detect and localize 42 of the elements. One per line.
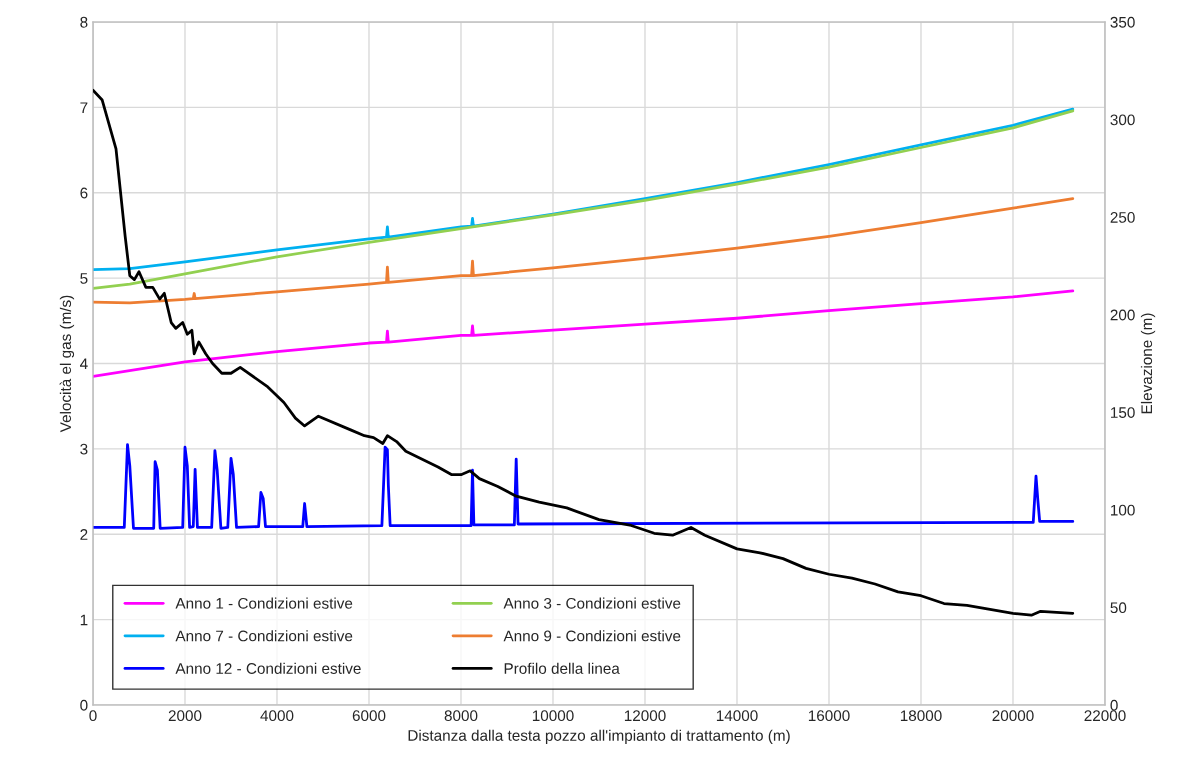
y-tick-label: 6 — [80, 187, 88, 199]
legend-label: Anno 7 - Condizioni estive — [175, 630, 353, 642]
line-series — [93, 197, 1075, 305]
x-tick-label: 18000 — [900, 710, 942, 722]
y-tick-label: 5 — [80, 273, 88, 284]
x-tick-label: 14000 — [716, 710, 758, 722]
x-tick-label: 20000 — [992, 710, 1034, 722]
x-tick-label: 16000 — [808, 710, 850, 722]
y2-tick-label: 350 — [1110, 16, 1135, 28]
x-tick-label: 2000 — [168, 710, 202, 722]
y2-tick-label: 200 — [1110, 309, 1135, 321]
y2-axis-title: Elevazione (m) — [1140, 313, 1156, 414]
y-axis-title: Velocità el gas (m/s) — [59, 295, 75, 433]
y2-tick-label: 300 — [1110, 114, 1135, 126]
legend-label: Anno 9 - Condizioni estive — [503, 630, 681, 642]
y2-tick-label: 100 — [1111, 504, 1135, 516]
y-tick-label: 3 — [80, 443, 88, 455]
y-tick-label: 4 — [79, 358, 88, 370]
legend-label: Anno 3 - Condizioni estive — [503, 597, 681, 609]
legend-label: Profilo della linea — [504, 662, 620, 674]
x-tick-label: 4000 — [260, 710, 294, 722]
y-tick-label: 7 — [80, 102, 88, 113]
x-tick-label: 22000 — [1084, 710, 1126, 722]
x-tick-label: 12000 — [624, 710, 666, 722]
line-series — [93, 88, 1075, 617]
y-tick-label: 2 — [80, 529, 88, 540]
x-tick-label: 10000 — [532, 710, 574, 722]
y2-tick-label: 150 — [1111, 407, 1135, 418]
legend-label: Anno 12 - Condizioni estive — [175, 662, 361, 674]
line-series — [93, 443, 1075, 530]
x-tick-label: 6000 — [352, 710, 386, 722]
y2-tick-label: 250 — [1110, 212, 1135, 223]
y-tick-label: 0 — [80, 699, 88, 711]
y2-tick-label: 50 — [1110, 602, 1127, 614]
x-axis-title: Distanza dalla testa pozzo all'impianto di trattamento (m) — [408, 729, 790, 744]
y-tick-label: 1 — [80, 614, 88, 626]
x-tick-label: 0 — [89, 710, 97, 722]
y-tick-label: 8 — [80, 16, 88, 28]
line-series — [93, 289, 1075, 378]
legend-label: Anno 1 - Condizioni estive — [175, 597, 353, 609]
y2-tick-label: 0 — [1110, 699, 1118, 711]
x-tick-label: 8000 — [444, 710, 478, 722]
